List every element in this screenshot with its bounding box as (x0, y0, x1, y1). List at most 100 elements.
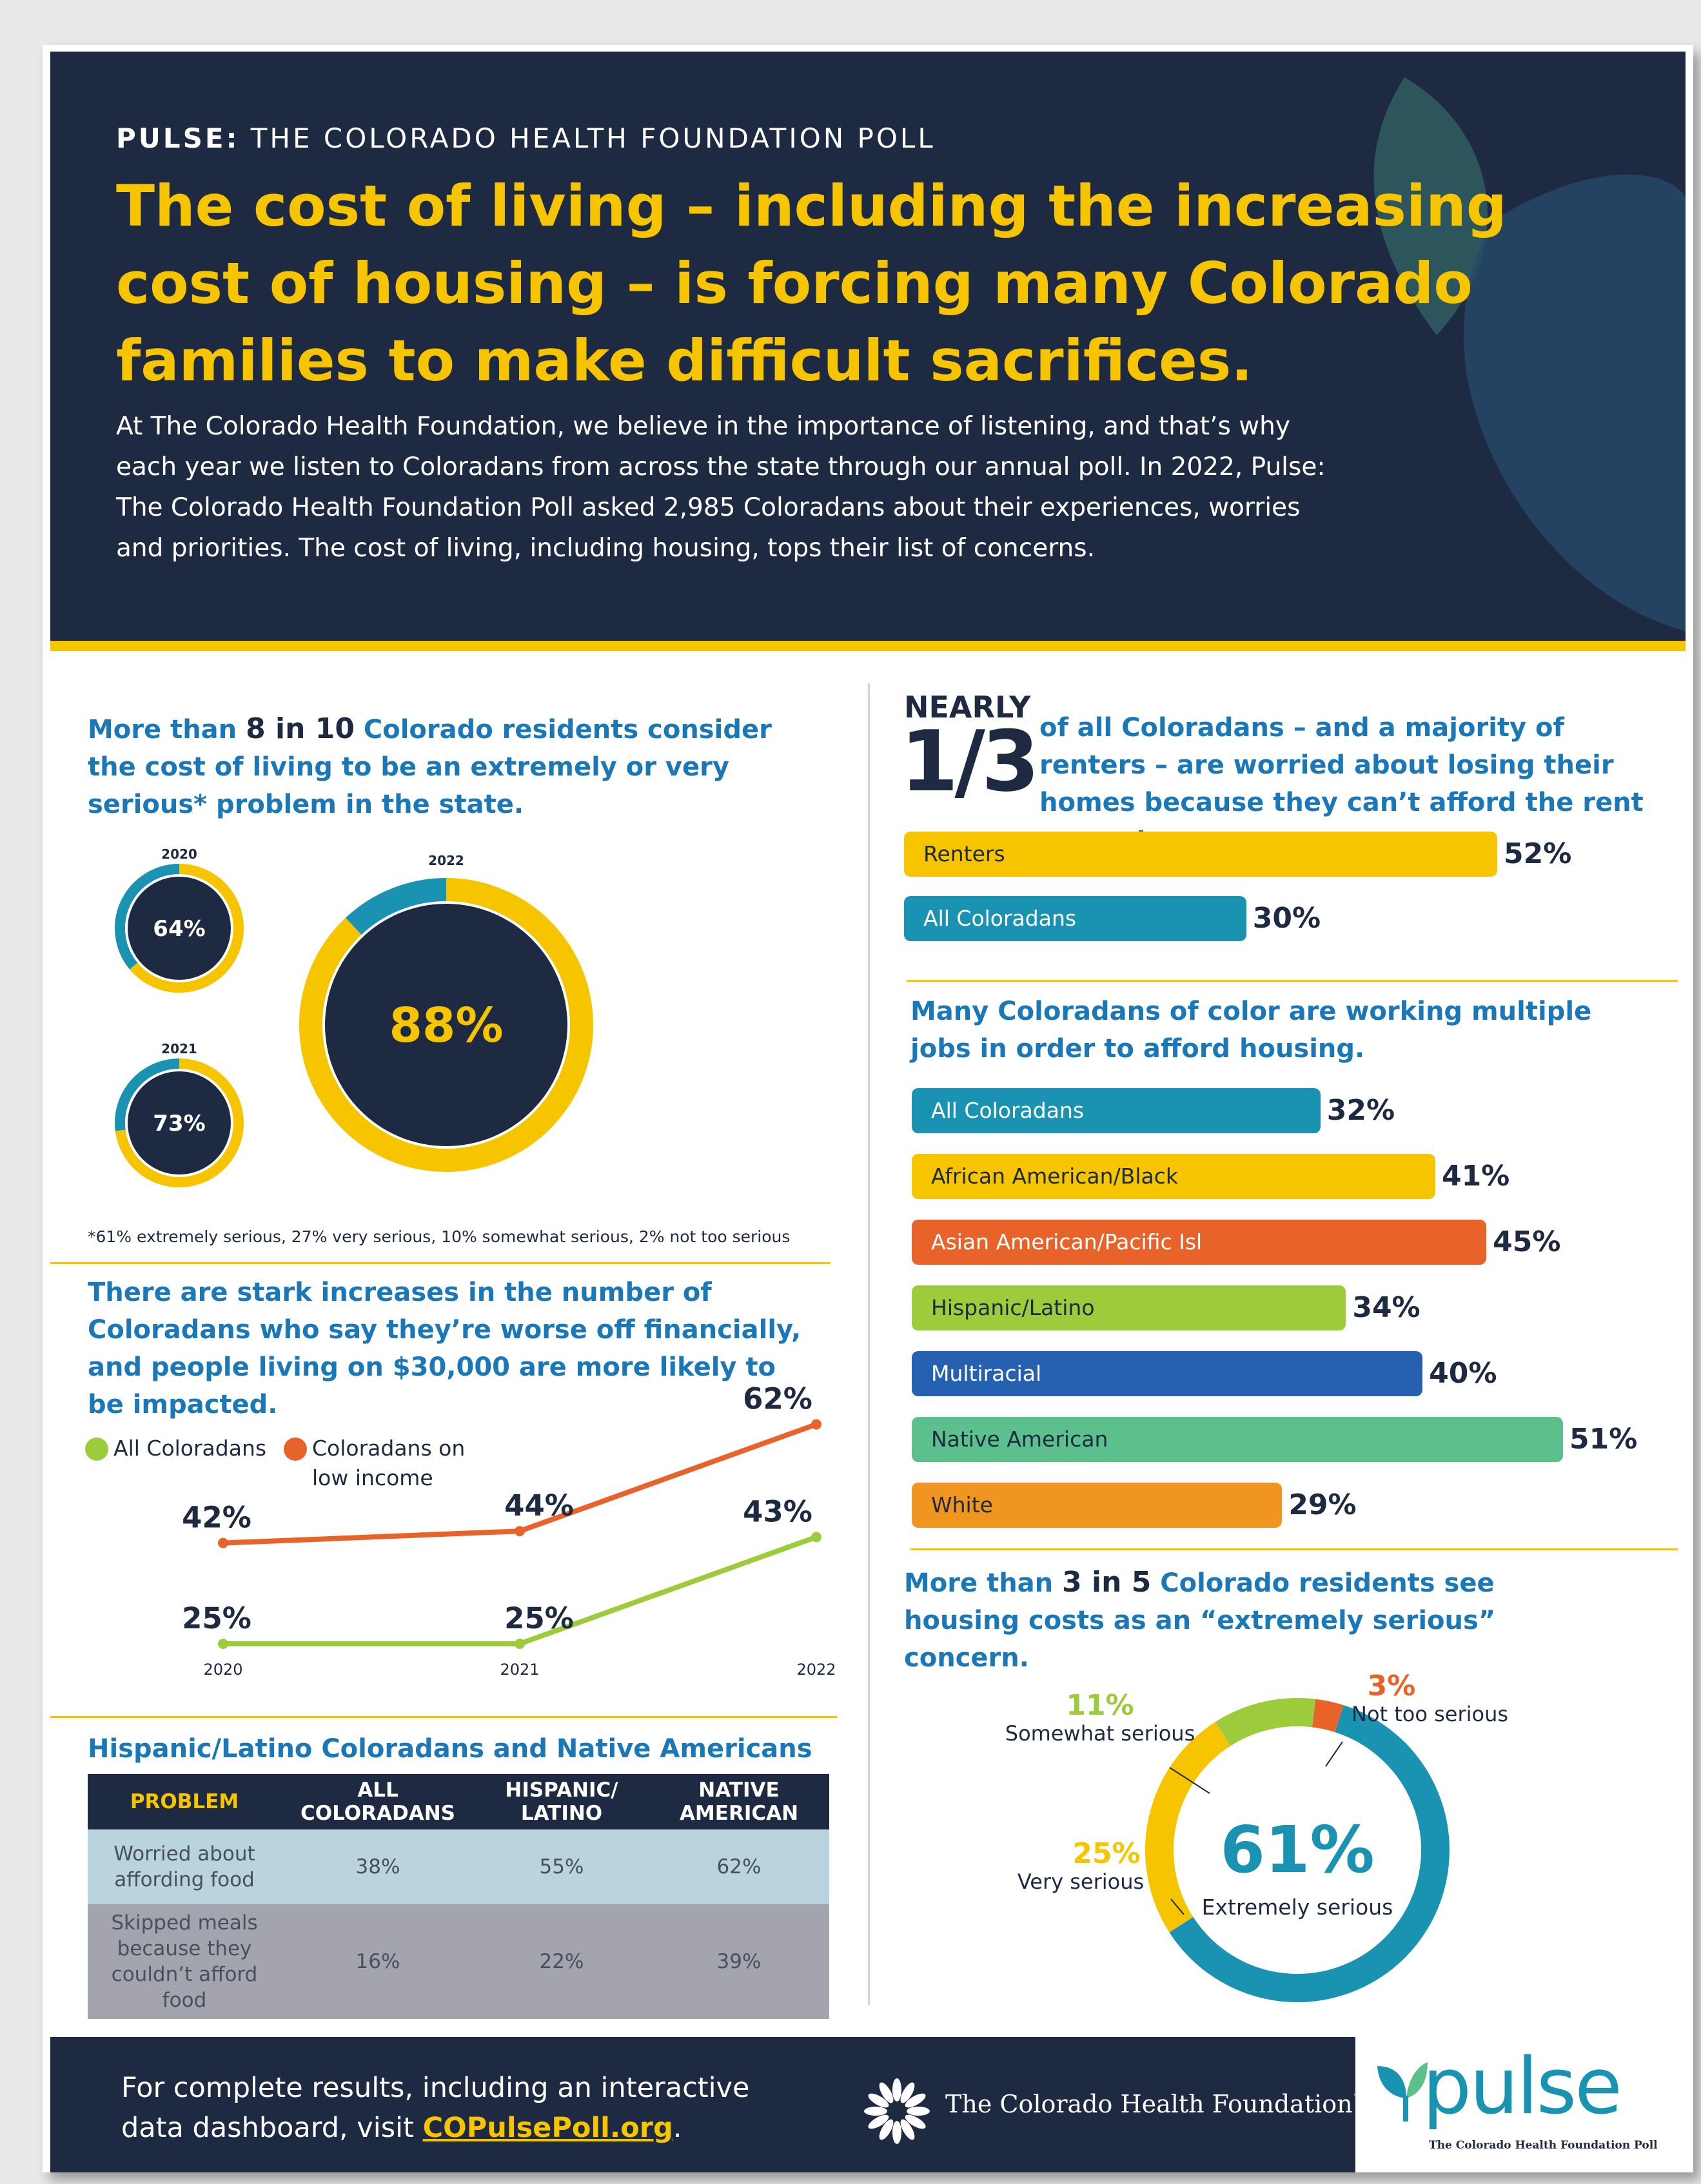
bar-category-label: White (931, 1492, 993, 1517)
slice-category-label: Somewhat serious (1005, 1721, 1195, 1746)
bar (904, 832, 1497, 877)
foundation-name: The Colorado Health Foundation™ (945, 2090, 1366, 2118)
footer-text: For complete results, including an inter… (121, 2068, 749, 2148)
data-label: 44% (504, 1488, 574, 1523)
cost-footnote: *61% extremely serious, 27% very serious… (88, 1227, 791, 1246)
data-label: 25% (504, 1601, 574, 1635)
data-point (515, 1526, 525, 1537)
sun-petal (892, 2078, 901, 2101)
sun-petal (900, 2119, 915, 2140)
data-label: 43% (743, 1494, 812, 1528)
bar-category-label: Asian American/Pacific Isl (931, 1229, 1203, 1254)
row1-problem: Worried about affording food (88, 1829, 281, 1904)
slice-category-label: Very serious (1018, 1869, 1144, 1894)
donut-value-2022: 88% (389, 998, 503, 1053)
donut-slice-serious-2020 (129, 864, 244, 993)
eyebrow-rest: THE COLORADO HEALTH FOUNDATION POLL (239, 122, 936, 154)
footer-line-2: data dashboard, visit COPulsePoll.org. (121, 2108, 749, 2148)
donut-slice-serious-2022 (299, 878, 593, 1172)
pulse-leaf-icon (1377, 2062, 1428, 2121)
slice-extremely (1169, 1705, 1450, 2002)
intro-paragraph: At The Colorado Health Foundation, we be… (116, 412, 1326, 563)
row1-native: 62% (649, 1829, 829, 1904)
food-table-header: PROBLEM ALL COLORADANS HISPANIC/ LATINO … (88, 1774, 829, 1829)
pulse-logo-sub: The Colorado Health Foundation Poll (1429, 2139, 1658, 2152)
bar (912, 1483, 1283, 1528)
infographic-page: PULSE: THE COLORADO HEALTH FOUNDATION PO… (43, 45, 1693, 2172)
slice-value-label: 3% (1368, 1670, 1416, 1702)
bar-value-label: 51% (1569, 1423, 1638, 1456)
title-bold: 8 in 10 (246, 712, 355, 745)
divider-gold-1 (50, 1262, 831, 1264)
donut-slice-other-2021 (115, 1058, 180, 1131)
title-pre: More than (88, 715, 246, 745)
pulse-poll-link[interactable]: COPulsePoll.org (422, 2112, 673, 2144)
x-tick-label: 2021 (500, 1661, 539, 1679)
worse-off-title: There are stark increases in the number … (88, 1278, 801, 1419)
col-hispanic: HISPANIC/ LATINO (475, 1774, 649, 1829)
slice-category-label: Not too serious (1352, 1702, 1508, 1726)
sun-petal (864, 2107, 887, 2116)
row2-all: 16% (281, 1904, 475, 2019)
bar (912, 1351, 1423, 1396)
leaf-decoration (1373, 77, 1686, 631)
leader-line (1169, 1767, 1210, 1794)
sun-petal (879, 2119, 894, 2140)
data-label: 42% (182, 1501, 251, 1535)
leader-line (1325, 1741, 1343, 1767)
bar-category-label: Native American (931, 1427, 1108, 1452)
title-post: Colorado residents see housing costs as … (904, 1568, 1496, 1673)
bar-category-label: Multiracial (931, 1361, 1042, 1386)
legend-low-dot (284, 1438, 307, 1461)
slice-very (1145, 1722, 1231, 1933)
row2-problem: Skipped meals because they couldn’t affo… (88, 1904, 281, 2019)
bar-value-label: 40% (1429, 1357, 1497, 1390)
data-point (218, 1537, 228, 1548)
donut-value-2021: 73% (153, 1111, 205, 1136)
donut-value-2020: 64% (153, 916, 205, 942)
leader-line (1170, 1898, 1185, 1915)
table-row: Worried about affording food 38% 55% 62% (88, 1829, 829, 1904)
multiple-jobs-title: Many Coloradans of color are working mul… (910, 997, 1592, 1064)
legend-low-label-1: Coloradans on (312, 1436, 466, 1461)
cost-of-living-title: More than 8 in 10 Colorado residents con… (88, 710, 823, 823)
data-point (218, 1639, 228, 1649)
bar-value-label: 29% (1288, 1488, 1357, 1521)
legend-all-dot (85, 1438, 108, 1461)
nearly-word: NEARLY (904, 690, 1031, 725)
footer-period: . (673, 2112, 682, 2144)
donut-slice-serious-2021 (115, 1058, 244, 1187)
food-table: PROBLEM ALL COLORADANS HISPANIC/ LATINO … (88, 1774, 829, 2019)
bar-category-label: Renters (923, 841, 1005, 866)
housing-donut-chart: 61% Extremely serious 11%Somewhat serious 3… (1005, 1670, 1508, 2002)
sun-petal (879, 2082, 894, 2103)
data-point (811, 1419, 821, 1430)
donut-year-2022: 2022 (428, 853, 464, 868)
donut-year-2020: 2020 (161, 846, 197, 862)
header-banner (50, 52, 1686, 641)
legend-low-label-2: low income (312, 1465, 433, 1490)
eyebrow-bold: PULSE: (116, 122, 240, 154)
col-problem: PROBLEM (88, 1774, 281, 1829)
divider-gold-2 (50, 1716, 837, 1718)
row2-hispanic: 22% (475, 1904, 649, 2019)
donut-center-2020 (128, 877, 231, 980)
row2-native: 39% (649, 1904, 829, 2019)
pulse-logo-word: pulse (1422, 2042, 1622, 2132)
data-point (515, 1639, 525, 1649)
series-line-low-income (221, 1421, 819, 1546)
slice-value-label: 11% (1066, 1689, 1134, 1722)
title-bold: 3 in 5 (1062, 1566, 1152, 1599)
bar (912, 1154, 1435, 1199)
center-value: 61% (1220, 1812, 1374, 1887)
bar (912, 1285, 1346, 1331)
bar-value-label: 30% (1252, 902, 1321, 935)
footer-line-1: For complete results, including an inter… (121, 2072, 750, 2104)
sun-petal (900, 2082, 915, 2103)
divider-gold-4 (910, 1548, 1678, 1550)
col-all: ALL COLORADANS (281, 1774, 475, 1829)
bar (912, 1088, 1321, 1133)
center-label: Extremely serious (1202, 1895, 1393, 1920)
foundation-sun-icon (864, 2078, 930, 2144)
donut-year-2021: 2021 (161, 1041, 197, 1057)
